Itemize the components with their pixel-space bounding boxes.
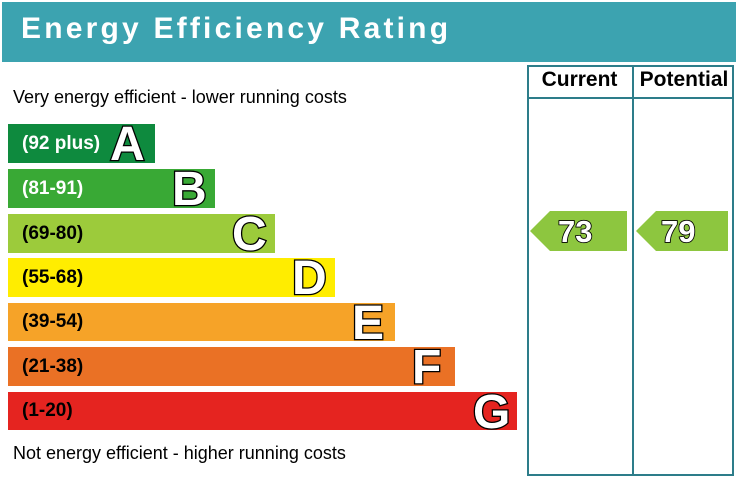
svg-text:C: C [232,208,267,261]
svg-text:D: D [292,252,327,305]
svg-text:B: B [172,163,207,216]
svg-text:73: 73 [558,214,592,249]
svg-text:79: 79 [661,214,695,249]
svg-text:E: E [352,297,384,350]
svg-text:A: A [110,118,145,171]
svg-text:F: F [412,341,441,394]
svg-text:G: G [473,386,510,439]
